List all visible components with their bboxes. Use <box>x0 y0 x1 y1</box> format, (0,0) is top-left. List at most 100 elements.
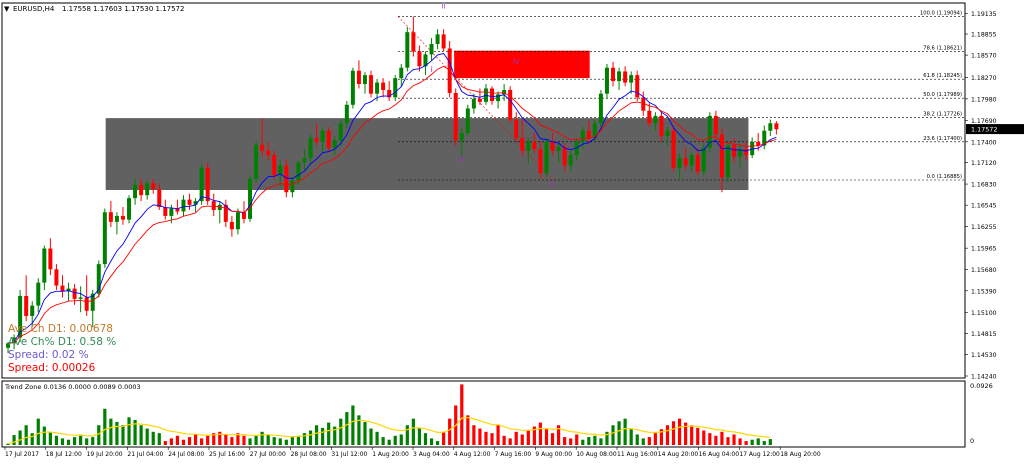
candle-body <box>193 201 198 205</box>
candle-body <box>623 71 628 83</box>
trend-zone-bar <box>520 434 524 445</box>
fib-trend-line <box>397 16 554 181</box>
candle-body <box>689 155 694 166</box>
trend-zone-bar <box>732 434 736 445</box>
candle-body <box>381 82 386 90</box>
trend-zone-title: Trend Zone 0.0136 0.0000 0.0089 0.0003 <box>4 383 141 391</box>
symbol-dropdown-icon[interactable]: ▼ <box>4 5 10 13</box>
candle-body <box>254 144 259 179</box>
candle-body <box>562 147 567 166</box>
candle-body <box>411 32 416 52</box>
trend-zone-bar <box>54 435 59 445</box>
candle-body <box>677 158 682 168</box>
candle-body <box>235 212 240 230</box>
current-price-tag <box>966 124 1024 135</box>
candle-body <box>659 115 664 136</box>
candle-body <box>54 269 59 286</box>
wave-label: i <box>430 65 432 74</box>
trend-zone-bar <box>302 433 307 445</box>
trend-zone-bar <box>526 430 530 445</box>
candle-body <box>393 78 398 98</box>
candle-body <box>96 264 101 294</box>
candle-body <box>199 167 204 202</box>
fib-label: 23.6 (1.17400) <box>923 136 962 142</box>
trend-zone-bar <box>490 433 494 445</box>
fibonacci-layer: 100.0 (1.19094) 78.6 (1.18621) 61.8 (1.182… <box>397 10 965 181</box>
price-tick-label: 1.14530 <box>971 352 997 359</box>
trend-zone-bar <box>42 426 46 445</box>
candle-body <box>611 67 616 82</box>
trend-zone-bar <box>466 415 470 445</box>
candle-body <box>302 158 307 163</box>
candle-body <box>635 75 640 98</box>
price-tick-label: 1.18855 <box>971 32 997 39</box>
trend-zone-bar <box>18 430 22 445</box>
candle-body <box>326 130 331 148</box>
trend-zone-bar <box>756 438 760 445</box>
candle-body <box>90 293 95 311</box>
trend-zone-bar <box>768 439 772 445</box>
candle-body <box>296 162 301 181</box>
candle-body <box>719 134 724 178</box>
candle-body <box>18 295 23 338</box>
trend-zone-bar <box>133 419 137 445</box>
trend-zone-bar <box>85 438 89 445</box>
candle-body <box>647 110 652 124</box>
candle-body <box>175 208 180 212</box>
candle-body <box>629 75 634 83</box>
candle-body <box>435 34 440 45</box>
fib-label: 78.6 (1.18621) <box>923 45 962 51</box>
time-tick-label: 27 Jul 00:00 <box>250 451 286 458</box>
trend-zone-bar <box>103 408 107 445</box>
time-tick-label: 9 Aug 00:00 <box>535 451 572 458</box>
time-tick-label: 14 Aug 20:00 <box>658 451 699 458</box>
time-tick-label: 17 Jul 2017 <box>5 451 39 458</box>
fib-label: 100.0 (1.19094) <box>920 10 962 16</box>
trend-zone-bar <box>127 417 131 445</box>
time-tick-label: 1 Aug 20:00 <box>372 451 409 458</box>
trend-zone-bar <box>556 425 561 445</box>
trend-zone-bar <box>532 426 536 445</box>
candle-body <box>695 155 700 172</box>
candle-body <box>725 145 730 178</box>
trend-zone-bar <box>181 439 186 445</box>
trend-zone-bar <box>381 437 385 445</box>
trend-zone-bar <box>671 421 676 445</box>
candle-body <box>314 138 319 142</box>
trend-zone-bar <box>6 443 10 445</box>
candle-body <box>477 98 482 102</box>
time-tick-label: 21 Jul 04:00 <box>127 451 163 458</box>
candle-body <box>471 98 476 109</box>
candle-body <box>308 138 313 159</box>
trend-zone-axis-top: 0.0926 <box>970 382 993 390</box>
ma-slow-line <box>7 65 777 344</box>
candle-body <box>508 89 513 120</box>
candle-body <box>12 337 17 344</box>
trend-zone-bar <box>508 438 512 445</box>
candle-body <box>713 115 718 135</box>
candle-body <box>229 221 234 230</box>
price-tick-label: 1.15965 <box>971 246 997 253</box>
trend-zone-bar <box>696 427 700 445</box>
trend-zone-bar <box>369 428 373 445</box>
trend-zone-bar <box>224 434 228 445</box>
candle-body <box>417 51 422 67</box>
trend-zone-bar <box>266 434 270 445</box>
trend-zone-bar <box>91 437 95 445</box>
time-tick-label: 28 Jul 08:00 <box>291 451 327 458</box>
candle-body <box>369 75 374 94</box>
candle-body <box>683 158 688 166</box>
trend-zone-bar <box>115 421 119 445</box>
price-tick-label: 1.15680 <box>971 267 997 274</box>
trend-zone-bar <box>563 437 567 445</box>
indicator-frame <box>1 380 966 448</box>
candle-body <box>84 297 89 311</box>
candle-body <box>139 184 144 196</box>
trend-zone-bar <box>653 433 657 445</box>
trend-zone-bar <box>544 429 549 445</box>
candle-body <box>344 104 349 124</box>
candle-body <box>181 199 186 212</box>
